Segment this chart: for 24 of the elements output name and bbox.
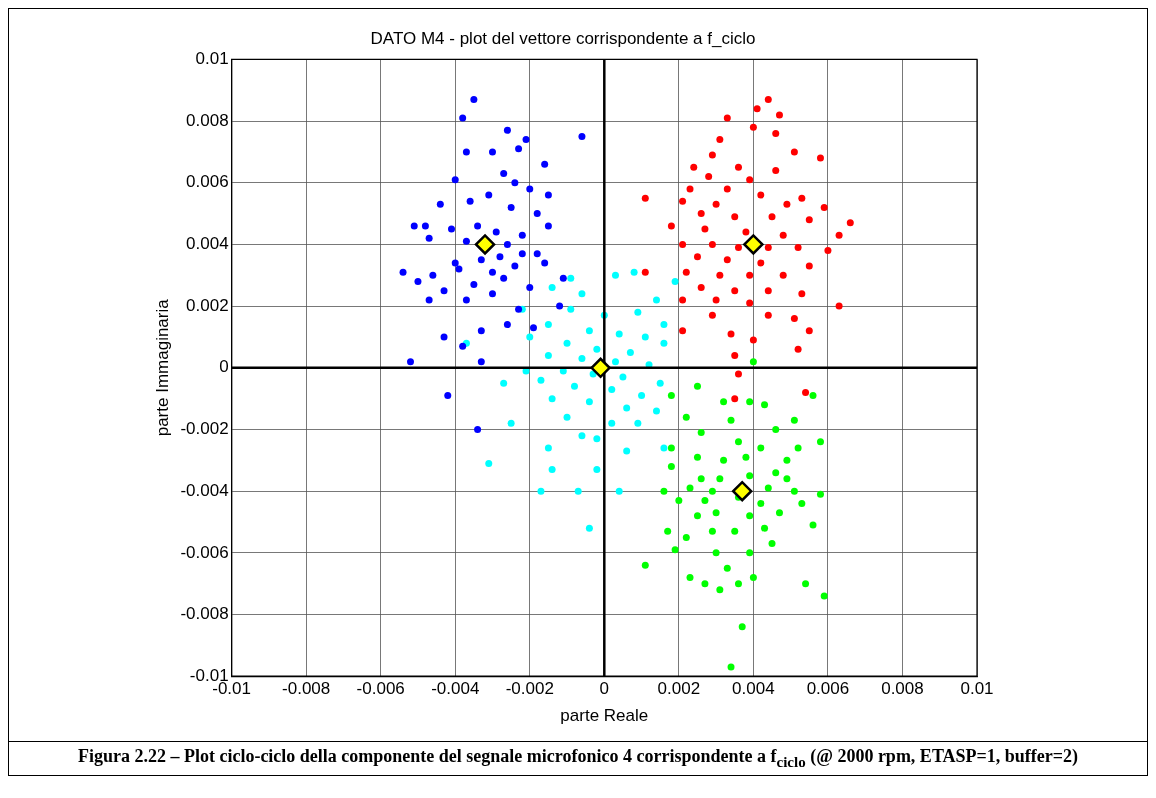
x-axis-title: parte Reale bbox=[560, 706, 649, 726]
y-tick-label: -0.006 bbox=[180, 542, 229, 562]
x-tick-label: -0.004 bbox=[431, 679, 480, 699]
x-tick-label: 0.004 bbox=[732, 679, 775, 699]
x-tick-label: -0.006 bbox=[356, 679, 405, 699]
x-tick-label: 0.01 bbox=[960, 679, 994, 699]
x-tick-label: 0 bbox=[599, 679, 610, 699]
y-tick-label: -0.004 bbox=[180, 480, 229, 500]
x-tick-label: 0.008 bbox=[881, 679, 924, 699]
y-tick-label: 0.01 bbox=[195, 49, 229, 69]
x-tick-label: -0.008 bbox=[282, 679, 331, 699]
x-tick-label: 0.006 bbox=[806, 679, 850, 699]
chart-title: DATO M4 - plot del vettore corrispondente a f_ciclo bbox=[370, 28, 756, 48]
y-tick-label: 0.008 bbox=[186, 110, 229, 130]
y-tick-label: -0.002 bbox=[180, 419, 229, 439]
text: Figura 2.22 – Plot ciclo-ciclo della componente del segnale microfonico 4 corrispondente a f$_{ciclo}$ (@ 2000 rpm, ETASP=1, buffer=2) bbox=[9, 741, 1147, 775]
y-tick-label: -0.008 bbox=[180, 604, 229, 624]
x-tick-label: -0.002 bbox=[505, 679, 554, 699]
y-tick-label: 0.004 bbox=[186, 234, 229, 254]
y-tick-label: 0 bbox=[219, 357, 229, 377]
y-tick-label: 0.002 bbox=[186, 295, 229, 315]
y-axis-title: parte Immaginaria bbox=[152, 298, 172, 437]
y-tick-label: 0.006 bbox=[186, 172, 229, 192]
x-tick-label: 0.002 bbox=[657, 679, 701, 699]
